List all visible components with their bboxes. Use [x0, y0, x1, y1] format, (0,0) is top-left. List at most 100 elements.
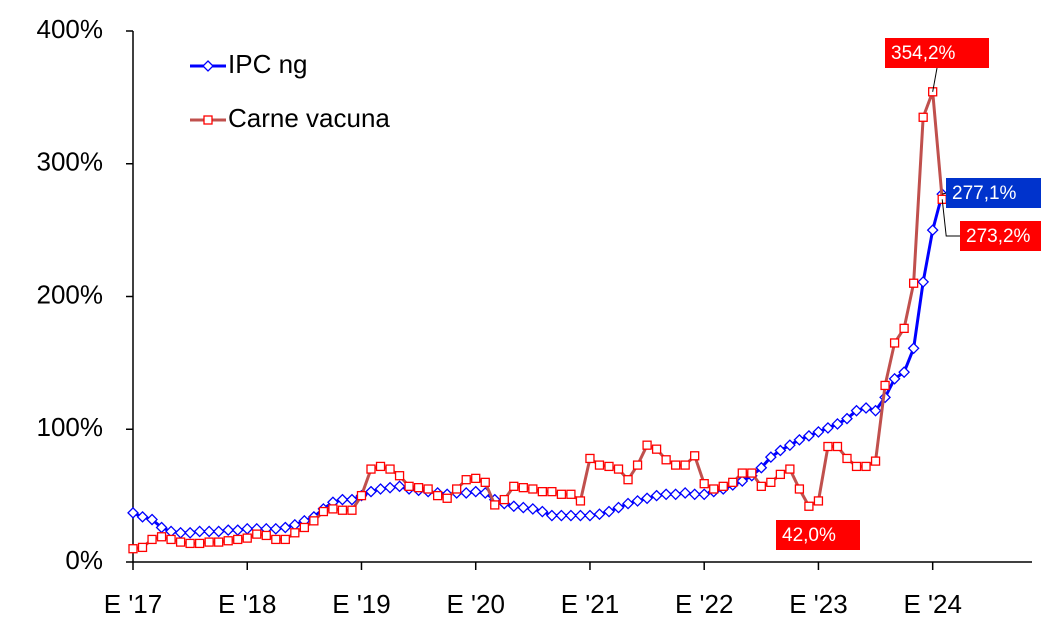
point: [146, 513, 158, 526]
point: [850, 404, 863, 417]
x-tick-label: E '17: [104, 589, 162, 618]
point: [223, 536, 233, 546]
point: [404, 481, 414, 491]
point: [623, 475, 633, 485]
point: [261, 530, 271, 541]
point: [480, 477, 490, 488]
point: [423, 484, 433, 494]
point: [766, 477, 776, 488]
point: [365, 485, 377, 498]
point: [613, 464, 624, 474]
point: [252, 529, 262, 539]
point: [832, 441, 843, 452]
point: [536, 505, 549, 518]
x-tick-label: E '21: [561, 589, 619, 618]
point: [907, 342, 920, 355]
x-tick-label: E '24: [903, 589, 961, 618]
point: [926, 224, 939, 237]
point: [783, 439, 796, 452]
point: [374, 483, 387, 495]
x-tick-label: E '19: [332, 589, 390, 618]
point: [194, 538, 205, 549]
leader-line: [941, 199, 960, 237]
point: [841, 412, 853, 425]
point: [394, 471, 405, 481]
point: [755, 461, 768, 474]
point: [509, 481, 519, 491]
point: [175, 537, 186, 547]
value-label-box: [776, 520, 860, 550]
point: [269, 522, 282, 535]
legend-marker: [203, 115, 213, 125]
point: [737, 468, 747, 478]
point: [812, 425, 825, 438]
point: [166, 534, 176, 545]
point: [756, 481, 766, 491]
point: [174, 526, 187, 539]
point: [393, 480, 406, 493]
point: [214, 537, 224, 547]
point: [127, 506, 139, 519]
point: [622, 497, 634, 510]
point: [680, 460, 690, 470]
x-tick-label: E '22: [675, 589, 733, 618]
point: [747, 468, 757, 478]
point: [851, 461, 862, 472]
value-label: 277,1%: [952, 183, 1017, 204]
point: [774, 444, 787, 457]
point: [309, 516, 319, 526]
point: [594, 460, 605, 470]
point: [356, 490, 367, 501]
point: [346, 493, 358, 506]
point: [366, 464, 376, 474]
point: [547, 486, 557, 497]
point: [889, 338, 900, 348]
point: [593, 508, 606, 521]
point: [565, 509, 577, 522]
leader-line: [932, 67, 938, 92]
point: [528, 484, 538, 494]
point: [137, 542, 148, 553]
point: [469, 485, 482, 498]
point: [651, 444, 662, 454]
point: [222, 524, 235, 537]
point: [660, 488, 673, 501]
point: [385, 464, 395, 474]
point: [880, 380, 890, 391]
point: [318, 506, 329, 517]
series-line: [132, 90, 944, 551]
point: [242, 533, 252, 543]
point: [136, 510, 149, 523]
point: [575, 496, 586, 506]
point: [794, 484, 805, 494]
point: [898, 366, 911, 379]
point: [899, 323, 909, 334]
point: [869, 404, 882, 417]
point: [823, 441, 833, 452]
point: [545, 509, 558, 522]
y-tick-label: 0%: [65, 545, 103, 575]
point: [603, 505, 615, 518]
point: [556, 489, 567, 499]
value-label-box: [960, 221, 1041, 251]
point: [442, 493, 452, 503]
point: [347, 505, 357, 515]
point: [566, 489, 576, 499]
point: [337, 505, 348, 515]
point: [679, 487, 692, 499]
point: [842, 453, 852, 464]
point: [888, 372, 901, 385]
point: [736, 475, 749, 487]
y-tick-label: 300%: [37, 147, 104, 177]
point: [204, 537, 214, 547]
legend-marker: [202, 60, 214, 72]
point: [233, 534, 243, 545]
point: [728, 477, 738, 488]
point: [184, 526, 197, 539]
point: [785, 464, 795, 474]
y-tick-label: 400%: [37, 14, 104, 44]
point: [452, 484, 462, 494]
y-tick-label: 100%: [37, 412, 104, 442]
point: [688, 488, 701, 501]
point: [641, 492, 653, 505]
